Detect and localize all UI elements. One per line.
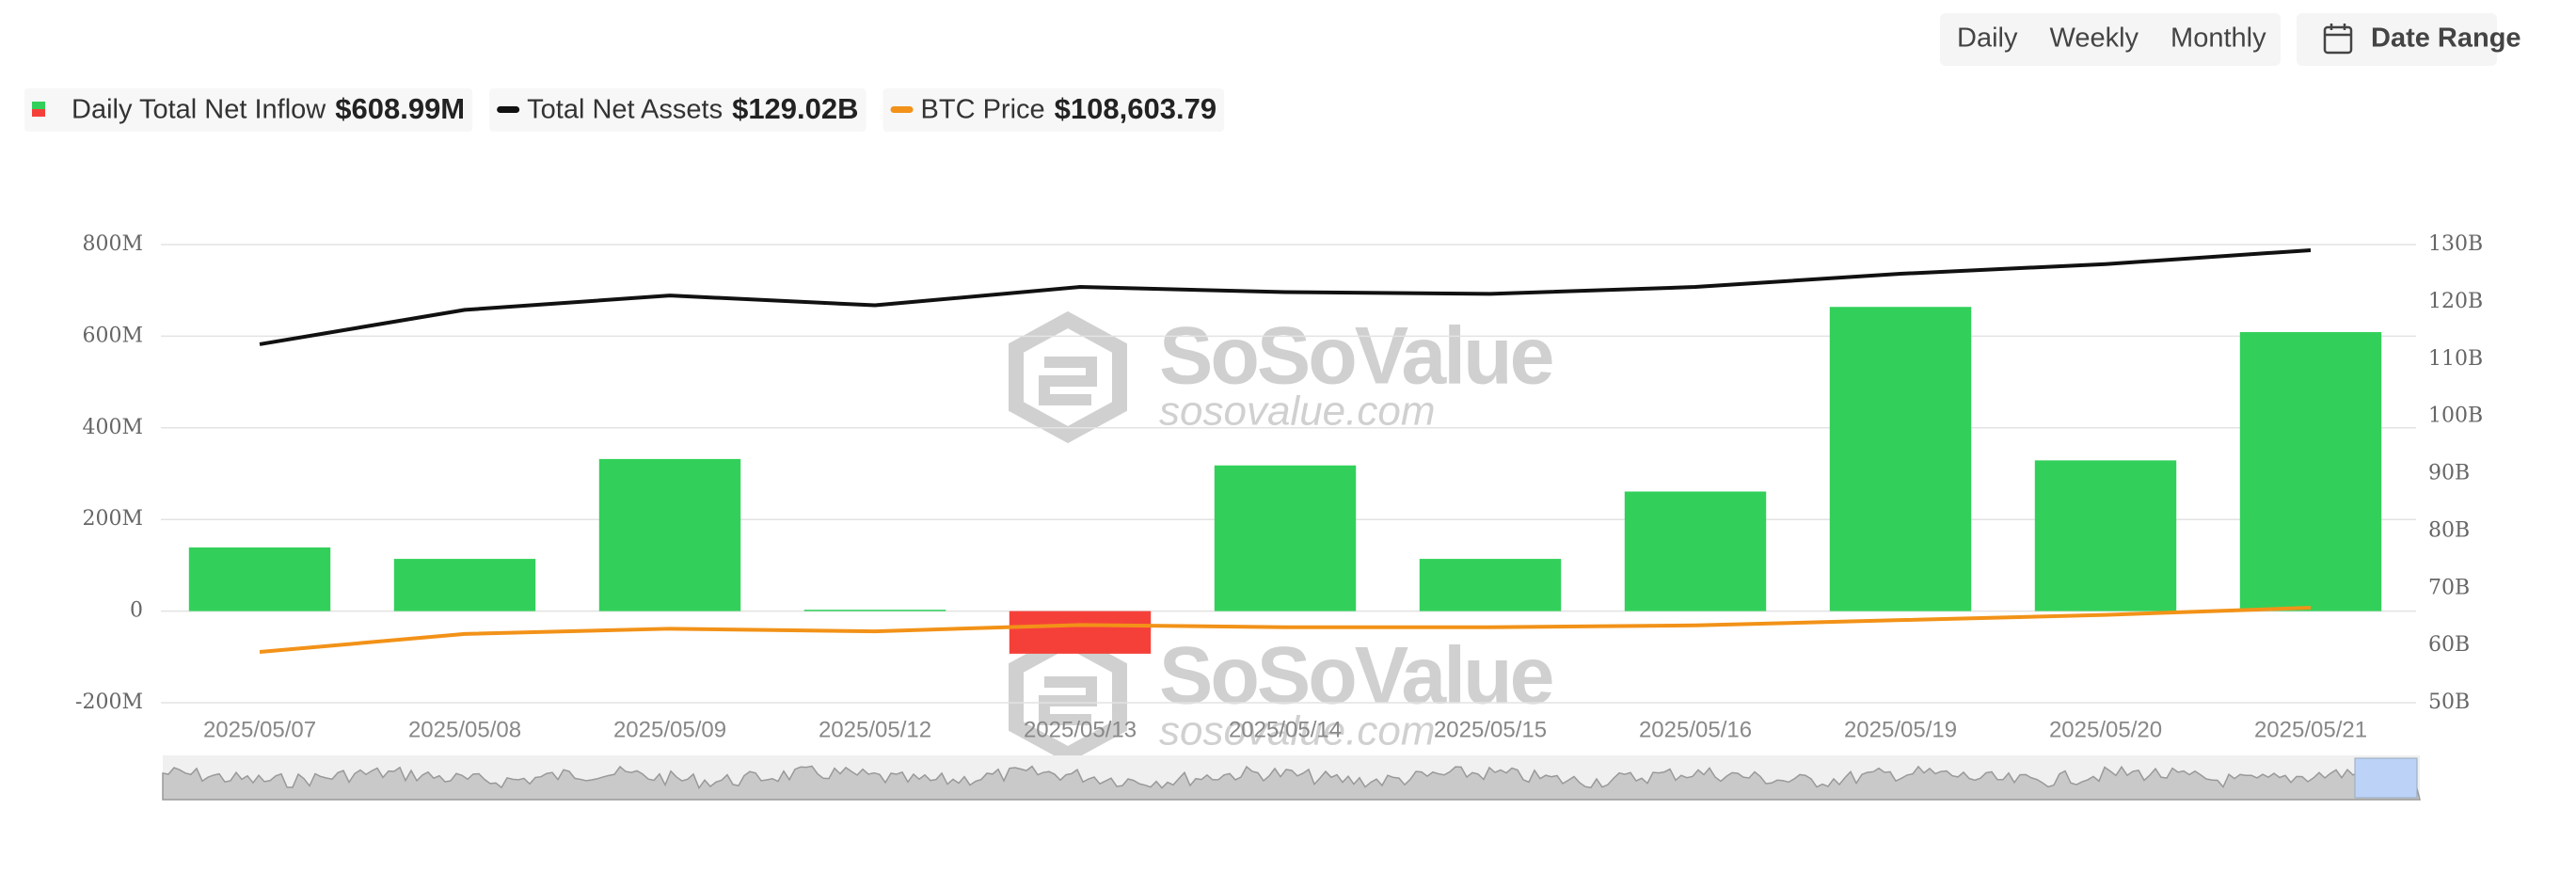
y2-tick-label: 50B xyxy=(2428,691,2470,714)
legend-label: BTC Price xyxy=(921,95,1045,125)
bar xyxy=(1419,559,1562,611)
y-tick-label: -200M xyxy=(75,691,143,714)
legend-swatch xyxy=(32,109,45,117)
x-tick-label: 2025/05/21 xyxy=(2254,717,2367,742)
watermark-brand: SoSoValue xyxy=(1159,631,1552,722)
period-button[interactable]: Monthly xyxy=(2171,24,2266,54)
y2-tick-label: 130B xyxy=(2428,232,2483,256)
legend-item xyxy=(883,88,1225,132)
y2-tick-label: 120B xyxy=(2428,290,2483,313)
legend-swatch xyxy=(497,106,520,113)
legend-label: Daily Total Net Inflow xyxy=(72,95,326,125)
legend-label: Total Net Assets xyxy=(527,95,723,125)
legend-value: $129.02B xyxy=(732,92,858,125)
watermark-brand: SoSoValue xyxy=(1159,311,1552,402)
y-tick-label: 200M xyxy=(82,507,143,531)
x-tick-label: 2025/05/16 xyxy=(1639,717,1752,742)
legend-swatch xyxy=(32,102,45,109)
period-toggle xyxy=(1940,13,2281,66)
y2-tick-label: 100B xyxy=(2428,405,2483,428)
bar xyxy=(188,547,331,611)
bar xyxy=(1829,307,1972,611)
bar xyxy=(2239,332,2382,611)
bar xyxy=(2034,460,2177,611)
y2-tick-label: 60B xyxy=(2428,633,2470,657)
x-tick-label: 2025/05/15 xyxy=(1434,717,1547,742)
bar xyxy=(803,610,946,611)
bar xyxy=(1624,491,1767,611)
watermark-site: sosovalue.com xyxy=(1159,389,1435,435)
y-tick-label: 800M xyxy=(82,232,143,256)
legend-item xyxy=(24,88,473,132)
bar xyxy=(1214,465,1357,611)
x-tick-label: 2025/05/08 xyxy=(408,717,521,742)
watermark: SoSoValue sosovalue.com xyxy=(1009,311,1555,444)
x-tick-label: 2025/05/09 xyxy=(613,717,726,742)
legend-value: $108,603.79 xyxy=(1055,92,1216,125)
y2-tick-label: 70B xyxy=(2428,576,2470,599)
x-tick-label: 2025/05/12 xyxy=(819,717,931,742)
date-range-label[interactable]: Date Range xyxy=(2371,24,2521,54)
y2-tick-label: 80B xyxy=(2428,518,2470,542)
legend-value: $608.99M xyxy=(335,92,465,125)
x-tick-label: 2025/05/14 xyxy=(1229,717,1342,742)
period-button[interactable]: Weekly xyxy=(2049,24,2139,54)
bar xyxy=(393,559,536,611)
y-tick-label: 400M xyxy=(82,416,143,439)
navigator-series xyxy=(162,765,2421,801)
calendar-icon xyxy=(2323,24,2353,55)
bar xyxy=(1009,611,1152,654)
x-tick-label: 2025/05/20 xyxy=(2049,717,2162,742)
x-tick-label: 2025/05/13 xyxy=(1024,717,1137,742)
bar xyxy=(598,458,741,611)
y2-tick-label: 110B xyxy=(2428,347,2483,371)
y2-tick-label: 90B xyxy=(2428,462,2470,485)
legend-swatch xyxy=(890,106,914,113)
watermark-site: sosovalue.com xyxy=(1159,708,1435,754)
legend-item xyxy=(489,88,867,132)
x-tick-label: 2025/05/07 xyxy=(203,717,316,742)
y-tick-label: 0 xyxy=(130,599,143,623)
watermark: SoSoValue sosovalue.com xyxy=(1009,631,1555,764)
navigator-selection[interactable] xyxy=(2354,757,2418,799)
period-button[interactable]: Daily xyxy=(1957,24,2018,54)
x-tick-label: 2025/05/19 xyxy=(1844,717,1957,742)
line xyxy=(259,247,2312,346)
y-tick-label: 600M xyxy=(82,324,143,347)
line xyxy=(259,606,2312,654)
